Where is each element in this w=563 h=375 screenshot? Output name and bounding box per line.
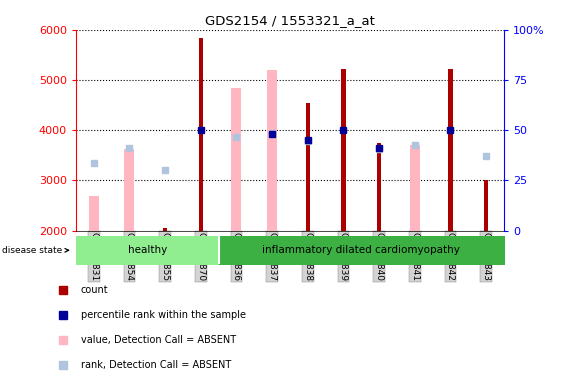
Text: percentile rank within the sample: percentile rank within the sample [81, 310, 245, 320]
Text: rank, Detection Call = ABSENT: rank, Detection Call = ABSENT [81, 360, 231, 370]
Text: inflammatory dilated cardiomyopathy: inflammatory dilated cardiomyopathy [262, 245, 460, 255]
Bar [341, 69, 346, 231]
Bar [377, 143, 381, 231]
Text: disease state: disease state [2, 246, 69, 255]
Title: GDS2154 / 1553321_a_at: GDS2154 / 1553321_a_at [205, 15, 375, 27]
Bar [89, 195, 99, 231]
Bar [231, 88, 242, 231]
Bar [267, 70, 277, 231]
Bar [306, 103, 310, 231]
Text: count: count [81, 285, 108, 296]
Bar [410, 146, 420, 231]
Text: healthy: healthy [128, 245, 167, 255]
Text: value, Detection Call = ABSENT: value, Detection Call = ABSENT [81, 335, 236, 345]
Bar [163, 228, 167, 231]
Bar [199, 38, 203, 231]
Bar [484, 180, 488, 231]
Bar [124, 149, 135, 231]
Bar [448, 69, 453, 231]
